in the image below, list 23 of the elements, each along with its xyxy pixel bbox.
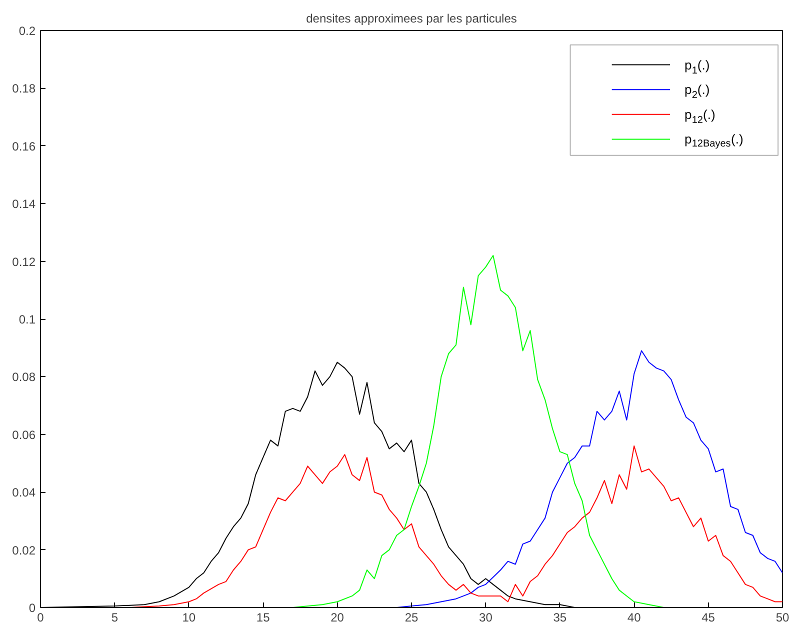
x-tick-label: 30: [479, 610, 493, 624]
y-tick-label: 0.18: [12, 82, 36, 96]
y-tick-label: 0.06: [12, 428, 36, 442]
y-tick-label: 0.2: [18, 24, 36, 38]
x-tick-label: 15: [256, 610, 270, 624]
x-tick-label: 40: [627, 610, 642, 624]
x-tick-label: 50: [776, 610, 790, 624]
y-tick-label: 0: [28, 601, 36, 615]
x-tick-label: 45: [702, 610, 716, 624]
y-tick-label: 0.16: [12, 139, 36, 154]
y-tick-label: 0.12: [12, 254, 36, 269]
x-tick-label: 20: [330, 610, 344, 624]
y-tick-label: 0.02: [12, 543, 36, 558]
y-tick-label: 0.1: [18, 312, 36, 326]
x-tick-label: 10: [182, 610, 196, 624]
x-tick-label: 35: [553, 610, 567, 624]
x-tick-label: 5: [111, 610, 118, 624]
x-tick-label: 25: [404, 610, 418, 624]
y-tick-label: 0.04: [12, 486, 36, 500]
chart-title: densites approximees par les particules: [306, 12, 517, 26]
x-tick-label: 0: [37, 610, 44, 624]
y-tick-label: 0.14: [12, 197, 36, 212]
y-tick-label: 0.08: [12, 370, 36, 384]
